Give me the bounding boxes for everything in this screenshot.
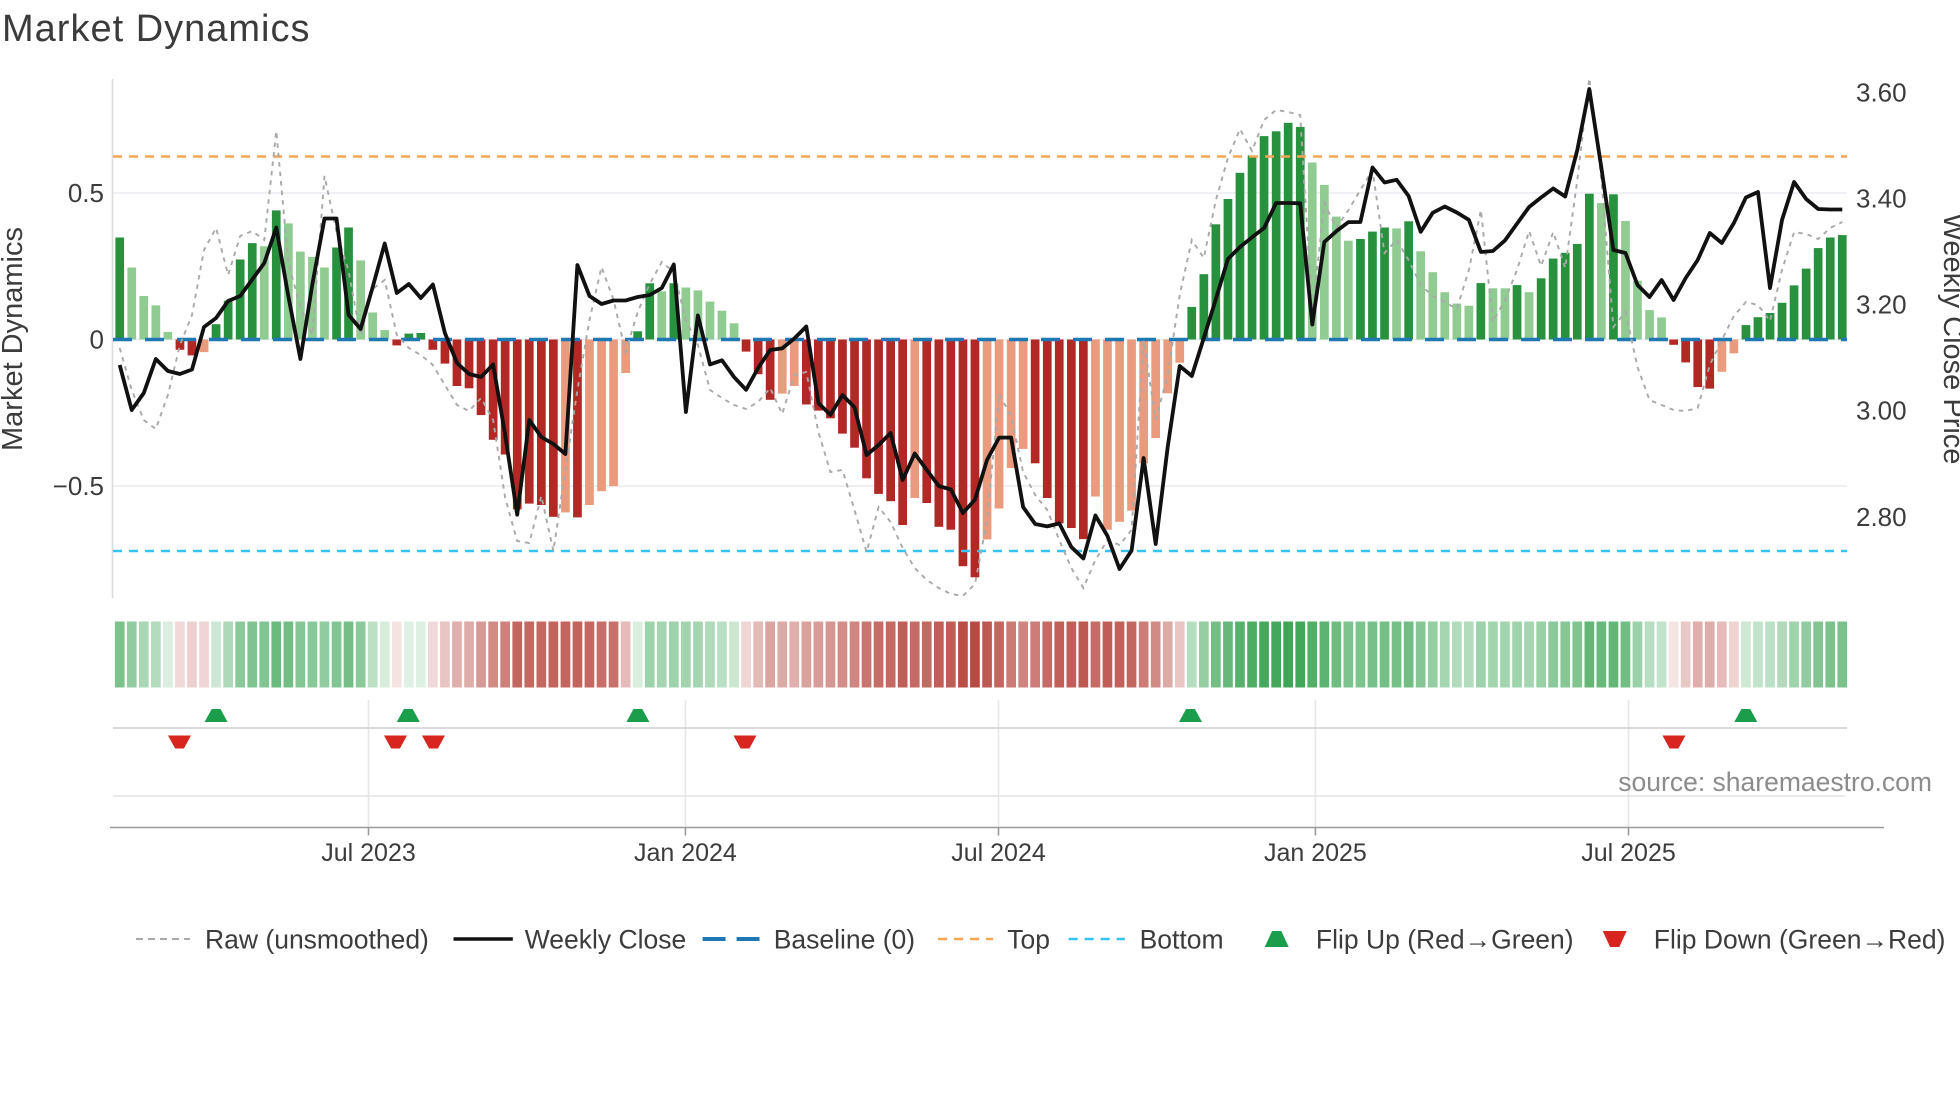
svg-text:Baseline (0): Baseline (0) [774,925,915,955]
svg-text:Market Dynamics: Market Dynamics [2,8,311,50]
svg-text:3.40: 3.40 [1856,184,1907,214]
svg-text:−0.5: −0.5 [53,471,104,501]
svg-text:3.00: 3.00 [1856,396,1907,426]
svg-text:Jan 2025: Jan 2025 [1264,839,1367,867]
svg-text:Jul 2024: Jul 2024 [951,839,1046,867]
svg-text:2.80: 2.80 [1856,502,1907,532]
svg-text:Flip Down (Green→Red): Flip Down (Green→Red) [1654,925,1946,955]
svg-text:3.60: 3.60 [1856,78,1907,108]
svg-text:Market Dynamics: Market Dynamics [0,227,29,451]
svg-text:source: sharemaestro.com: source: sharemaestro.com [1618,767,1932,797]
svg-text:Jan 2024: Jan 2024 [634,839,737,867]
svg-text:Flip Up (Red→Green): Flip Up (Red→Green) [1316,925,1574,955]
svg-text:0.5: 0.5 [68,178,104,208]
svg-text:Bottom: Bottom [1140,925,1224,955]
svg-text:Weekly Close: Weekly Close [525,925,687,955]
svg-text:Raw (unsmoothed): Raw (unsmoothed) [205,925,429,955]
svg-text:Jul 2023: Jul 2023 [321,839,416,867]
svg-text:Top: Top [1007,925,1050,955]
svg-text:Weekly Close Price: Weekly Close Price [1937,214,1960,465]
svg-text:0: 0 [90,325,104,355]
svg-text:Jul 2025: Jul 2025 [1581,839,1676,867]
svg-text:3.20: 3.20 [1856,290,1907,320]
